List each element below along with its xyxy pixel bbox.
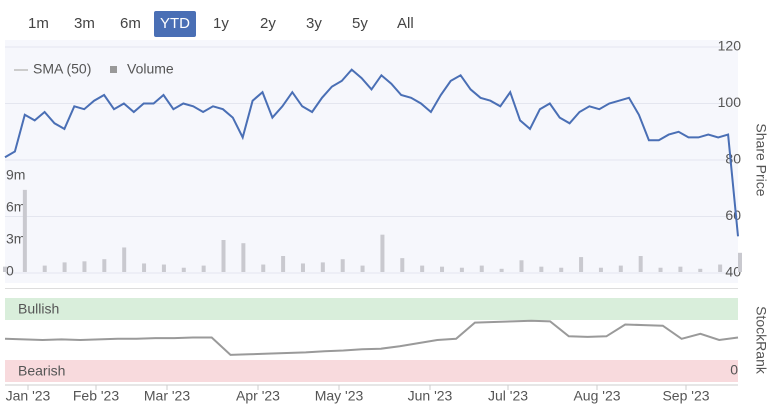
- y-tick-label: 120: [718, 38, 742, 54]
- volume-bar: [499, 268, 504, 272]
- x-tick-label: Mar '23: [144, 388, 190, 404]
- x-tick-label: Jul '23: [488, 388, 528, 404]
- volume-bar: [161, 264, 166, 272]
- stockrank-line: [4, 319, 739, 356]
- y-tick-label: 60: [725, 207, 741, 223]
- x-tick-label: May '23: [315, 388, 364, 404]
- volume-bar: [400, 258, 405, 272]
- volume-bar: [82, 261, 87, 272]
- x-tick-label: Sep '23: [662, 388, 709, 404]
- range-button[interactable]: 1y: [213, 15, 229, 32]
- x-tick-label: Jun '23: [408, 388, 453, 404]
- axis-label: StockRank: [753, 306, 769, 375]
- volume-bar: [479, 265, 484, 272]
- y-tick-label: 0: [730, 362, 738, 378]
- volume-bar: [42, 265, 47, 272]
- volume-bar: [241, 243, 246, 272]
- volume-bar: [598, 267, 603, 272]
- y-tick-label: 80: [725, 151, 741, 167]
- volume-tick-label: 9m: [6, 167, 25, 183]
- y-tick-label: 100: [718, 94, 742, 110]
- volume-bar: [638, 256, 643, 272]
- price-line: [4, 68, 739, 237]
- x-tick-label: Apr '23: [236, 388, 280, 404]
- legend-swatch: [110, 66, 117, 73]
- volume-bar: [320, 262, 325, 272]
- band-label: Bearish: [18, 363, 65, 379]
- range-button[interactable]: 5y: [352, 15, 368, 32]
- volume-bar: [261, 264, 266, 272]
- volume-bar: [22, 189, 27, 272]
- volume-bar: [459, 267, 464, 272]
- volume-tick-label: 3m: [6, 231, 25, 247]
- volume-bar: [102, 259, 107, 272]
- volume-bar: [519, 260, 524, 272]
- range-button[interactable]: 1m: [28, 15, 49, 32]
- volume-bar: [122, 247, 127, 272]
- volume-bar: [360, 265, 365, 272]
- range-button[interactable]: YTD: [154, 11, 196, 37]
- volume-bar: [618, 265, 623, 272]
- range-button[interactable]: 6m: [120, 15, 141, 32]
- range-button[interactable]: 3m: [74, 15, 95, 32]
- band-label: Bullish: [18, 301, 59, 317]
- x-tick-label: Feb '23: [73, 388, 119, 404]
- volume-bar: [62, 262, 67, 272]
- volume-bar: [420, 265, 425, 272]
- volume-bar: [181, 267, 186, 272]
- volume-bar: [579, 257, 584, 272]
- y-tick-label: 40: [725, 264, 741, 280]
- range-button[interactable]: All: [397, 15, 414, 32]
- volume-bar: [380, 234, 385, 272]
- separator: [5, 288, 738, 289]
- x-tick-label: Aug '23: [573, 388, 620, 404]
- volume-bar: [539, 266, 544, 272]
- volume-bar: [281, 256, 286, 272]
- x-tick-label: Jan '23: [6, 388, 51, 404]
- volume-bar: [738, 252, 742, 272]
- volume-tick-label: 0: [6, 263, 14, 279]
- volume-bar: [658, 267, 663, 272]
- volume-bar: [559, 267, 564, 272]
- volume-bar: [698, 268, 703, 272]
- volume-tick-label: 6m: [6, 199, 25, 215]
- bearish-band: [5, 360, 738, 382]
- volume-bar: [718, 264, 723, 272]
- volume-bar: [678, 266, 683, 272]
- volume-bar: [142, 263, 147, 272]
- volume-bar: [3, 266, 7, 272]
- legend-label: SMA (50): [33, 61, 91, 77]
- volume-bar: [201, 265, 206, 272]
- range-button[interactable]: 3y: [306, 15, 322, 32]
- range-button[interactable]: 2y: [260, 15, 276, 32]
- legend-label: Volume: [127, 61, 174, 77]
- volume-bar: [440, 266, 445, 272]
- axis-label: Share Price: [753, 123, 769, 196]
- bullish-band: [5, 298, 738, 320]
- plot-background: [5, 40, 738, 283]
- volume-bar: [300, 263, 305, 272]
- volume-bar: [340, 259, 345, 272]
- volume-bar: [221, 240, 226, 272]
